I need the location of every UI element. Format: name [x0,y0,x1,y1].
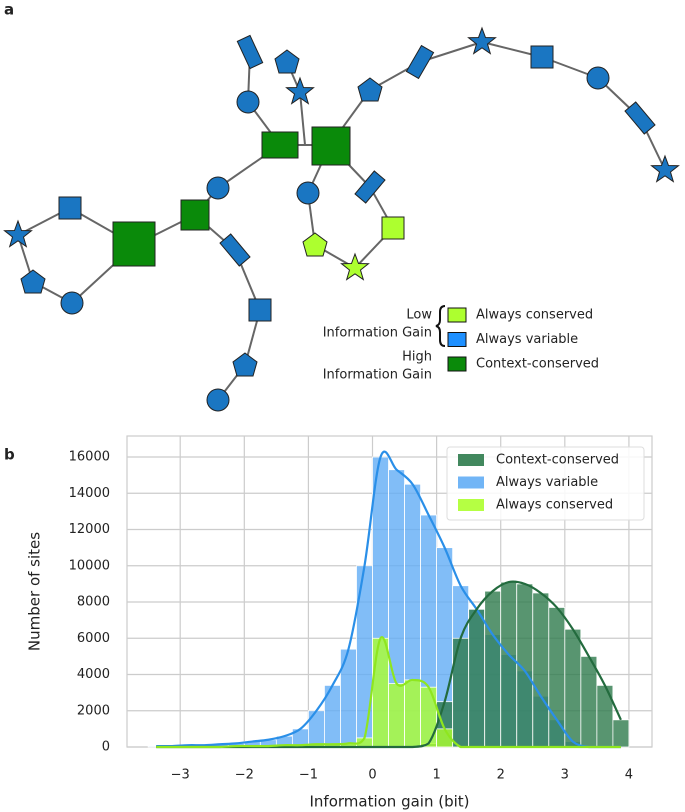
x-tick-label: −3 [171,768,190,783]
x-tick-label: 0 [368,768,376,783]
x-tick-label: −1 [299,768,318,783]
node [405,45,435,79]
node [206,388,230,412]
node [4,220,32,247]
bar [580,655,598,748]
legend-swatch [447,356,467,372]
brace [435,305,446,347]
bar [500,581,518,748]
bar [564,628,582,748]
legend-label: Always conserved [496,498,613,513]
y-tick-label: 4000 [77,667,110,682]
node [58,196,82,220]
panel-label: b [4,446,15,464]
node [357,77,383,102]
y-tick-label: 2000 [77,703,110,718]
x-tick-label: 2 [497,768,505,783]
x-tick-label: 1 [432,768,440,783]
panel-label: a [4,1,14,19]
legend-label: Always variable [496,475,598,490]
node [206,176,230,200]
bar [420,686,438,748]
legend-text: High [402,350,432,365]
kde-line [156,450,621,749]
node [468,27,496,54]
node [261,131,299,159]
y-tick-label: 16000 [69,450,110,465]
node [248,298,272,322]
bar [388,683,405,748]
node [219,233,251,267]
legend-swatch [458,476,484,489]
legend-label: Always variable [476,332,578,347]
x-tick-label: −2 [235,768,254,783]
legend-text: Information Gain [323,368,432,383]
x-axis-label: Information gain (bit) [309,793,469,811]
node [381,216,405,240]
legend-label: Context-conserved [476,357,599,372]
node [624,101,656,135]
diagram-legend: Low Information Gain High Information Ga… [323,305,599,383]
bar [612,719,630,748]
y-axis-label: Number of sites [26,532,44,651]
bar [532,592,550,748]
bar [404,679,421,748]
node [20,269,46,294]
node [236,90,260,114]
y-tick-label: 14000 [69,486,110,501]
x-tick-label: 3 [561,768,569,783]
legend-swatch [447,332,467,347]
y-tick-label: 10000 [69,558,110,573]
y-tick-label: 6000 [77,631,110,646]
node [180,199,210,231]
legend-swatch [458,499,484,511]
x-tick-label: 4 [625,768,633,783]
node [302,232,328,257]
node [232,352,258,377]
legend-box [446,446,645,521]
bar [468,608,486,748]
y-tick-label: 8000 [77,595,110,610]
node [530,45,554,69]
y-tick-label: 12000 [69,522,110,537]
bar [308,710,325,748]
node [651,155,679,182]
legend-swatch [458,454,484,466]
node [236,34,264,70]
legend-text: Information Gain [323,326,432,341]
node [112,221,156,267]
legend-text: Low [406,308,432,323]
bar [548,607,566,748]
kde-line [156,636,621,749]
legend-label: Always conserved [476,308,593,323]
glycan-nodes [4,27,679,412]
node [311,126,351,166]
node [586,66,610,90]
y-tick-label: 0 [102,740,110,755]
bar [372,637,389,748]
legend-label: Context-conserved [496,453,619,468]
node [296,181,320,205]
node [274,49,300,74]
node [60,291,84,315]
legend-swatch [447,307,467,323]
bar [484,590,502,748]
